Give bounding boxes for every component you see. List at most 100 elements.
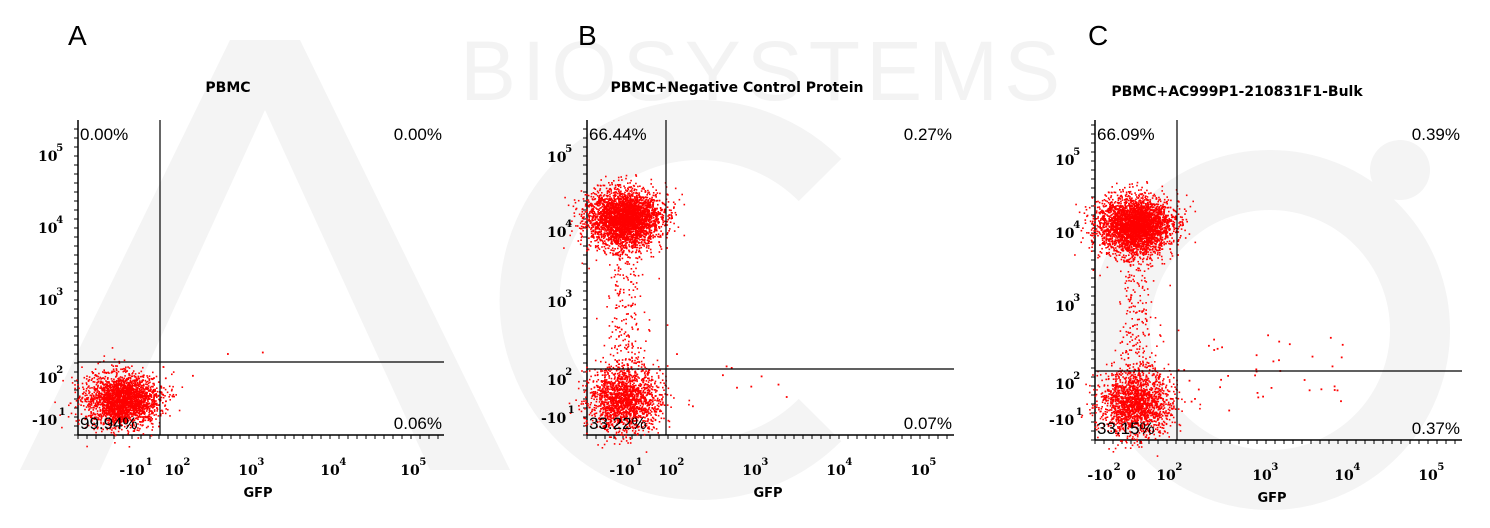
event-point	[591, 217, 594, 219]
event-point	[88, 406, 90, 408]
event-point	[111, 384, 113, 386]
event-point	[85, 382, 88, 384]
event-point	[591, 205, 593, 208]
event-point	[609, 213, 611, 216]
event-point	[610, 201, 613, 203]
event-point	[620, 229, 622, 232]
x-tick-label: 10	[164, 463, 184, 479]
event-point	[129, 401, 132, 403]
event-point	[594, 240, 596, 242]
event-point	[144, 419, 147, 422]
event-point	[118, 427, 121, 430]
event-point	[101, 430, 103, 433]
event-point	[124, 379, 127, 381]
event-point	[664, 224, 666, 227]
event-point	[99, 396, 102, 398]
event-point	[121, 428, 123, 431]
event-point	[123, 410, 126, 412]
event-point	[603, 242, 606, 245]
event-point	[132, 379, 134, 382]
event-point	[108, 408, 111, 411]
event-point	[117, 383, 119, 385]
event-point	[642, 197, 645, 200]
event-point	[160, 413, 162, 415]
event-point	[630, 193, 633, 196]
event-point	[144, 397, 146, 399]
event-point	[602, 235, 605, 238]
event-point	[67, 416, 70, 418]
event-point	[626, 241, 628, 244]
event-point	[592, 226, 594, 228]
event-point	[144, 379, 147, 382]
event-point	[569, 234, 571, 237]
event-point	[115, 398, 118, 401]
event-point	[654, 222, 657, 225]
event-point	[577, 199, 580, 202]
event-point	[128, 446, 131, 448]
event-point	[128, 415, 130, 418]
event-point	[122, 378, 124, 380]
event-point	[658, 277, 660, 280]
event-point	[602, 208, 604, 211]
event-point	[93, 418, 95, 420]
event-point	[629, 196, 632, 198]
event-point	[117, 410, 120, 413]
event-point	[132, 398, 135, 401]
event-point	[109, 386, 112, 389]
event-point	[147, 417, 150, 419]
event-point	[111, 411, 114, 413]
event-point	[123, 370, 125, 372]
event-point	[114, 385, 117, 387]
event-point	[604, 228, 607, 231]
event-point	[153, 399, 156, 402]
event-point	[124, 385, 126, 387]
event-point	[598, 236, 601, 239]
event-point	[652, 236, 654, 239]
event-point	[648, 191, 650, 194]
event-point	[88, 376, 91, 378]
event-point	[662, 202, 664, 205]
event-point	[645, 226, 647, 228]
event-point	[633, 212, 636, 214]
event-point	[150, 419, 152, 422]
event-point	[88, 378, 91, 381]
event-point	[107, 406, 109, 409]
event-point	[150, 404, 152, 407]
event-point	[121, 419, 123, 421]
event-point	[139, 396, 141, 399]
event-point	[103, 413, 105, 416]
event-point	[593, 214, 595, 217]
event-point	[651, 213, 654, 216]
event-point	[131, 405, 133, 407]
event-point	[151, 392, 154, 394]
event-point	[123, 377, 126, 380]
event-point	[157, 394, 160, 397]
event-point	[112, 416, 114, 419]
event-point	[109, 426, 112, 429]
event-point	[102, 388, 104, 390]
event-point	[608, 207, 610, 210]
event-point	[678, 198, 681, 201]
event-point	[107, 394, 109, 396]
event-point	[661, 216, 664, 219]
event-point	[134, 379, 137, 382]
event-point	[619, 186, 622, 189]
event-point	[133, 419, 136, 421]
event-point	[113, 415, 115, 417]
event-point	[601, 210, 603, 212]
event-point	[107, 401, 109, 403]
event-point	[628, 249, 630, 252]
event-point	[668, 214, 671, 216]
event-point	[596, 217, 598, 219]
event-point	[590, 210, 592, 212]
event-point	[168, 396, 170, 398]
event-point	[607, 209, 610, 212]
event-point	[582, 229, 584, 232]
event-point	[660, 216, 662, 218]
plot-title: PBMC	[205, 80, 250, 96]
event-point	[136, 429, 139, 431]
event-point	[639, 219, 642, 221]
event-point	[147, 407, 150, 409]
event-point	[117, 401, 119, 403]
